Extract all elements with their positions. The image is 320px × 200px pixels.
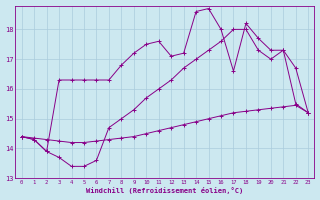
X-axis label: Windchill (Refroidissement éolien,°C): Windchill (Refroidissement éolien,°C) (86, 187, 244, 194)
